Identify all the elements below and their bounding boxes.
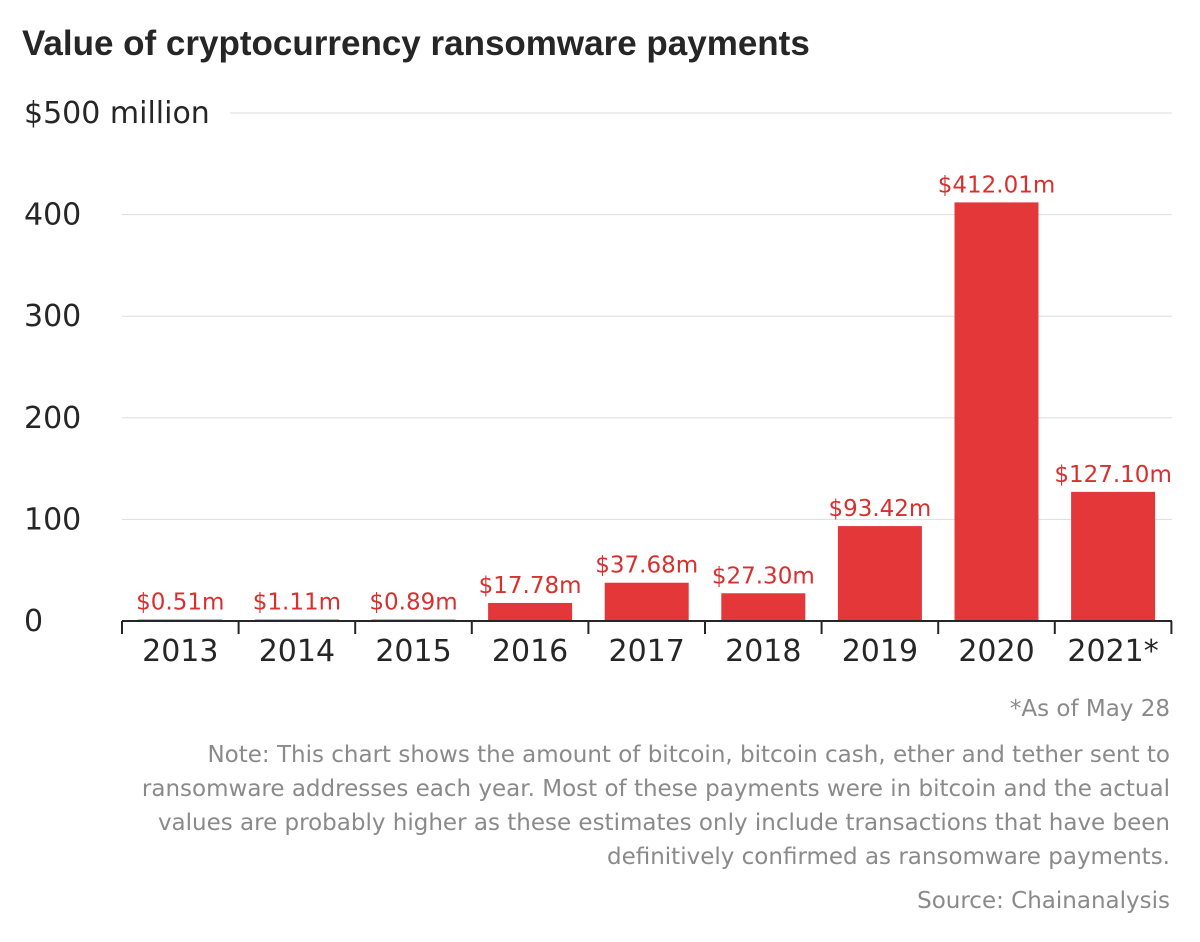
x-axis-tick-labels: 2013 2014 2015 2016 2017 2018 2019 2020 2021* (142, 634, 1159, 669)
bar-value-label: $412.01m (938, 172, 1056, 198)
bar-value-label: $0.51m (136, 590, 224, 616)
x-tick-label: 2016 (492, 634, 568, 669)
bar (1071, 491, 1156, 621)
bar-value-label: $17.78m (479, 573, 582, 599)
y-tick-label: 200 (24, 401, 81, 436)
x-tick-label: 2021* (1067, 634, 1158, 669)
y-tick-label: $500 million (24, 96, 210, 131)
bars (138, 202, 1156, 622)
bar (721, 593, 806, 621)
y-tick-label: 0 (24, 604, 43, 639)
bar (604, 582, 689, 621)
y-tick-label: 100 (24, 502, 81, 537)
footnote: *As of May 28 (1009, 696, 1170, 722)
bar-value-labels: $0.51m $1.11m $0.89m $17.78m $37.68m $27.30m $… (136, 172, 1172, 615)
x-tick-label: 2018 (725, 634, 801, 669)
bar-value-label: $127.10m (1054, 462, 1172, 488)
bar-value-label: $37.68m (595, 553, 698, 579)
bar-value-label: $93.42m (828, 496, 931, 522)
bar (488, 602, 573, 621)
x-tick-label: 2015 (375, 634, 451, 669)
bar (837, 526, 922, 621)
x-tick-label: 2013 (142, 634, 218, 669)
bar-value-label: $27.30m (712, 563, 815, 589)
y-tick-label: 300 (24, 299, 81, 334)
x-tick-label: 2014 (259, 634, 335, 669)
x-tick-label: 2017 (609, 634, 685, 669)
x-tick-label: 2019 (842, 634, 918, 669)
chart-title: Value of cryptocurrency ransomware payme… (22, 24, 810, 63)
x-axis (121, 620, 1173, 634)
x-tick-label: 2020 (958, 634, 1034, 669)
bar (954, 202, 1039, 622)
bar-value-label: $1.11m (253, 590, 341, 616)
bar-value-label: $0.89m (369, 590, 457, 616)
y-axis-tick-labels: 0 100 200 300 400 $500 million (24, 96, 210, 639)
source-credit: Source: Chainanalysis (917, 888, 1170, 914)
y-tick-label: 400 (24, 198, 81, 233)
chart-note: Note: This chart shows the amount of bit… (141, 742, 1170, 870)
